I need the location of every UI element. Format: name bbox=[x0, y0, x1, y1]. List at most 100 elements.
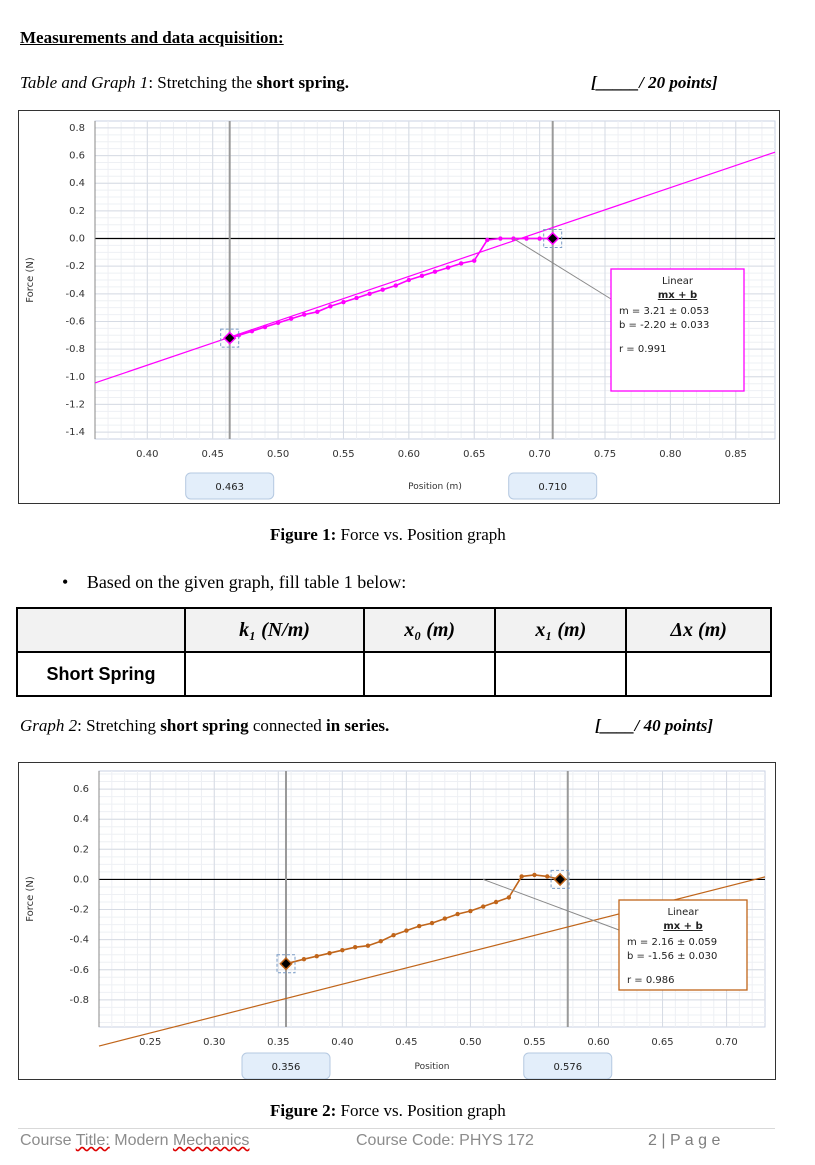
x-tick-label: 0.85 bbox=[725, 449, 747, 460]
cursor-value: 0.710 bbox=[538, 482, 567, 493]
fit-formula: mx + b bbox=[658, 290, 697, 301]
data-point bbox=[481, 904, 486, 909]
fit-title: Linear bbox=[667, 907, 699, 918]
figure2-graph: 0.25 0.30 0.35 0.40 0.45 0.50 0.55 0.60 0.65 0.70… bbox=[18, 762, 776, 1080]
bullet-item: • Based on the given graph, fill table 1… bbox=[62, 572, 406, 593]
data-point bbox=[406, 277, 412, 283]
figure1-caption: Figure 1: Force vs. Position graph bbox=[270, 525, 506, 545]
table-row: Short Spring bbox=[16, 651, 772, 697]
section2-title: Graph 2: Stretching short spring connect… bbox=[20, 716, 389, 736]
y-axis-label: Force (N) bbox=[25, 257, 36, 303]
footer-course-title: Course Title: Modern Mechanics bbox=[20, 1132, 249, 1150]
data-point bbox=[341, 299, 346, 305]
data-point bbox=[340, 948, 345, 953]
data-point bbox=[506, 895, 512, 900]
section1-prefix: Table and Graph 1 bbox=[20, 73, 149, 92]
data-point bbox=[391, 932, 396, 938]
endpoint-marker bbox=[553, 872, 567, 887]
data-point bbox=[442, 916, 448, 921]
figure2-caption-bold: Figure 2: bbox=[270, 1101, 337, 1120]
y-tick-label: -0.4 bbox=[69, 935, 89, 946]
data-point bbox=[314, 954, 319, 959]
cursor-readout bbox=[508, 472, 598, 500]
data-point bbox=[275, 320, 281, 326]
data-series-line bbox=[285, 874, 561, 965]
data-point bbox=[236, 333, 242, 338]
figure2-caption: Figure 2: Force vs. Position graph bbox=[270, 1101, 506, 1121]
data-point bbox=[365, 943, 371, 948]
data-point bbox=[429, 920, 435, 926]
data-point bbox=[416, 923, 422, 929]
x-tick-label: 0.70 bbox=[715, 1037, 737, 1048]
selection-marker bbox=[543, 229, 563, 249]
y-tick-label: 0.6 bbox=[73, 784, 89, 795]
fit-connector-line bbox=[483, 878, 620, 931]
data-point bbox=[445, 265, 451, 270]
fit-slope: m = 2.16 ± 0.059 bbox=[627, 937, 717, 948]
footer-divider bbox=[18, 1128, 775, 1129]
data-point bbox=[519, 874, 524, 879]
endpoint-marker bbox=[545, 231, 560, 246]
section1-colon: : Stretching the bbox=[148, 73, 257, 92]
data-point bbox=[352, 944, 358, 950]
section2-points: [____/ 40 points] bbox=[595, 716, 714, 735]
data-point bbox=[393, 283, 398, 288]
section2-prefix: Graph 2 bbox=[20, 716, 78, 735]
figure1-graph: 0.40 0.45 0.50 0.55 0.60 0.65 0.70 0.75 0.80 0.85… bbox=[18, 110, 780, 504]
footer-page-number: 2 | P a g e bbox=[648, 1132, 721, 1149]
x-tick-label: 0.25 bbox=[139, 1037, 161, 1048]
y-tick-label: -0.2 bbox=[65, 261, 85, 272]
section2-mid: connected bbox=[248, 716, 326, 735]
data-point bbox=[380, 287, 385, 292]
x-tick-label: 0.40 bbox=[136, 449, 158, 460]
table-header-x1: x₁ (m) bbox=[494, 607, 628, 653]
data-point bbox=[532, 872, 537, 878]
figure1-caption-rest: Force vs. Position graph bbox=[336, 525, 506, 544]
table-cell-x0[interactable] bbox=[363, 651, 497, 697]
footer-title-a: Course bbox=[20, 1132, 76, 1149]
y-tick-label: 0.2 bbox=[73, 844, 89, 855]
data-point bbox=[432, 269, 438, 274]
data-point bbox=[302, 312, 307, 317]
figure1-chart: 0.40 0.45 0.50 0.55 0.60 0.65 0.70 0.75 0.80 0.85… bbox=[25, 120, 776, 500]
x-tick-label: 0.65 bbox=[463, 449, 485, 460]
y-axis-label: Force (N) bbox=[25, 876, 36, 922]
table-header-dx: Δx (m) bbox=[625, 607, 772, 653]
footer-title-c: Modern bbox=[109, 1132, 173, 1149]
y-tick-label: 0.4 bbox=[69, 178, 85, 189]
y-tick-label: 0.0 bbox=[73, 874, 89, 885]
data-point bbox=[419, 273, 425, 279]
y-tick-label: -0.8 bbox=[69, 995, 89, 1006]
y-tick-label: -1.2 bbox=[65, 399, 85, 410]
section1-bold: short spring. bbox=[256, 73, 350, 92]
fit-title: Linear bbox=[662, 276, 694, 287]
fit-line bbox=[94, 151, 776, 384]
table-cell-x1[interactable] bbox=[494, 651, 628, 697]
cursor-readout bbox=[185, 472, 275, 500]
x-tick-label: 0.45 bbox=[202, 449, 224, 460]
y-tick-label: -0.6 bbox=[65, 316, 85, 327]
y-tick-label: -0.8 bbox=[65, 344, 85, 355]
table-cell-k1[interactable] bbox=[183, 651, 366, 697]
section2-bold1: short spring bbox=[160, 716, 249, 735]
table-cell-dx[interactable] bbox=[625, 651, 772, 697]
data-point bbox=[327, 951, 332, 956]
data-point bbox=[498, 236, 503, 241]
data-point bbox=[485, 237, 490, 243]
x-tick-label: 0.50 bbox=[459, 1037, 481, 1048]
x-tick-label: 0.50 bbox=[267, 449, 289, 460]
data-point bbox=[545, 874, 550, 879]
fit-correlation: r = 0.986 bbox=[627, 975, 674, 986]
fit-box bbox=[618, 899, 748, 991]
x-tick-label: 0.30 bbox=[203, 1037, 225, 1048]
section1-points: [_____/ 20 points] bbox=[591, 73, 718, 92]
y-tick-label: -1.0 bbox=[65, 372, 85, 383]
cursor-value: 0.463 bbox=[215, 482, 244, 493]
figure2-caption-rest: Force vs. Position graph bbox=[336, 1101, 506, 1120]
data-point bbox=[262, 324, 268, 330]
cursor-value: 0.576 bbox=[553, 1062, 582, 1073]
selection-marker bbox=[220, 328, 240, 348]
y-tick-label: 0.6 bbox=[69, 151, 85, 162]
x-axis-label: Position (m) bbox=[408, 482, 462, 492]
fit-connector-line bbox=[513, 238, 612, 300]
